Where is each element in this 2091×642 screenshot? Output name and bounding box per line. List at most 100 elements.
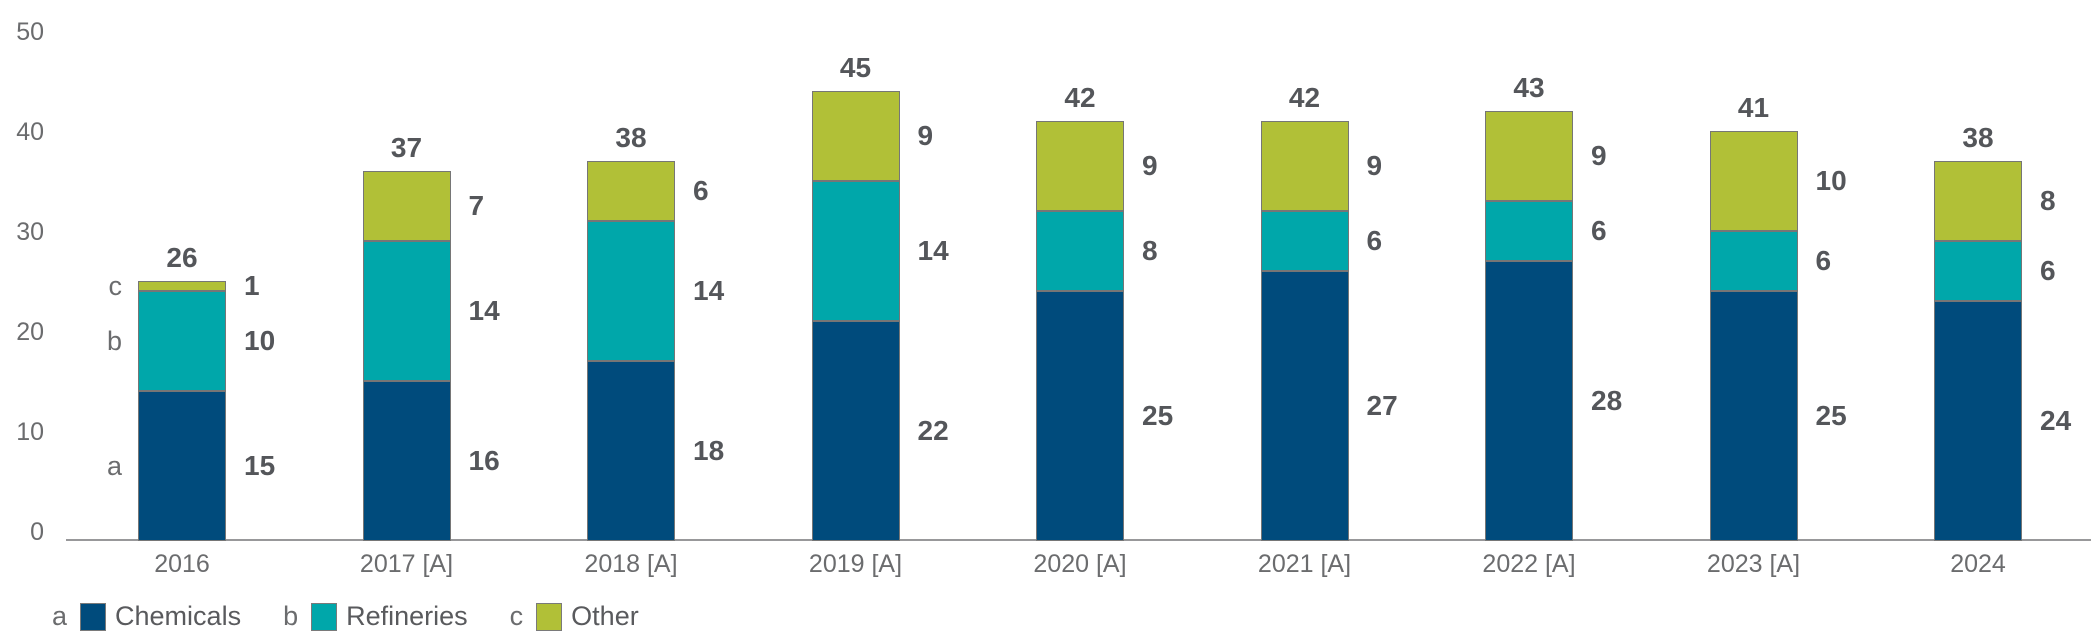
y-axis-tick-label: 20	[16, 318, 44, 346]
segment-value-label-chemicals: 16	[468, 445, 500, 476]
segment-value-label-chemicals: 18	[693, 435, 725, 466]
legend-swatch-refineries	[311, 602, 338, 631]
series-letter-c: c	[108, 271, 123, 301]
bar-2016	[138, 281, 226, 541]
segment-value-label-refineries: 6	[1591, 215, 1607, 246]
segment-value-label-chemicals: 28	[1591, 385, 1623, 416]
segment-value-label-other: 9	[1366, 150, 1383, 181]
bar-segment-other	[138, 281, 226, 291]
bar-segment-chemicals	[587, 361, 675, 541]
bar-segment-other	[1934, 161, 2022, 241]
bar-segment-chemicals	[1709, 291, 1798, 541]
bar-2022-A	[1485, 111, 1573, 541]
segment-value-label-refineries: 6	[1366, 225, 1383, 256]
legend-label: Other	[571, 601, 639, 631]
segment-value-label-refineries: 8	[1142, 235, 1158, 266]
legend-item-other: c Other	[510, 601, 639, 632]
bar-segment-refineries	[362, 241, 451, 381]
segment-value-label-refineries: 10	[244, 325, 276, 356]
bar-segment-refineries	[1036, 211, 1124, 291]
segment-value-label-other: 9	[917, 120, 934, 151]
bar-segment-chemicals	[138, 391, 226, 541]
x-axis-label: 2022 [A]	[1482, 550, 1576, 578]
x-axis-label: 2019 [A]	[808, 550, 903, 578]
legend-letter: c	[509, 601, 524, 631]
x-axis-label: 2018 [A]	[584, 550, 678, 578]
legend: a Chemicals b Refineries c Other	[52, 601, 681, 632]
segment-value-label-refineries: 14	[693, 275, 725, 306]
segment-value-label-other: 1	[244, 270, 260, 301]
legend-letter: b	[283, 601, 299, 631]
bar-total-label: 38	[1962, 122, 1994, 153]
segment-value-label-other: 9	[1591, 140, 1607, 171]
x-axis-label: 2024	[1950, 550, 2006, 578]
bar-segment-refineries	[1709, 231, 1798, 291]
x-axis-label: 2020 [A]	[1033, 550, 1127, 578]
segment-value-label-chemicals: 24	[2040, 405, 2072, 436]
bar-segment-chemicals	[1934, 301, 2022, 541]
bar-segment-other	[587, 161, 675, 221]
segment-value-label-other: 6	[693, 175, 709, 206]
series-letter-b: b	[106, 326, 122, 356]
y-axis-tick-label: 10	[16, 418, 44, 446]
segment-value-label-chemicals: 22	[917, 415, 949, 446]
legend-swatch-other	[536, 602, 563, 631]
bar-segment-refineries	[811, 181, 900, 321]
bar-segment-other	[1485, 111, 1573, 201]
x-axis-label: 2023 [A]	[1706, 550, 1801, 578]
bar-2021-A	[1260, 121, 1349, 541]
segment-value-label-refineries: 6	[2040, 255, 2056, 286]
bar-total-label: 43	[1513, 72, 1545, 103]
bar-total-label: 42	[1288, 82, 1321, 113]
bar-segment-refineries	[1934, 241, 2022, 301]
segment-value-label-other: 9	[1142, 150, 1158, 181]
bar-2018-A	[587, 161, 675, 541]
bar-total-label: 41	[1737, 92, 1770, 123]
legend-label: Chemicals	[115, 601, 242, 631]
bar-segment-chemicals	[362, 381, 451, 541]
legend-swatch-chemicals	[80, 602, 107, 631]
bar-segment-other	[1260, 121, 1349, 211]
bar-segment-refineries	[1485, 201, 1573, 261]
segment-value-label-chemicals: 15	[244, 450, 276, 481]
bar-2024	[1934, 161, 2022, 541]
bar-segment-refineries	[138, 291, 226, 391]
bar-segment-other	[362, 171, 451, 241]
bar-segment-refineries	[1260, 211, 1349, 271]
segment-value-label-refineries: 6	[1815, 245, 1832, 276]
x-axis-label: 2017 [A]	[359, 550, 454, 578]
segment-value-label-other: 8	[2040, 185, 2056, 216]
y-axis-tick-label: 50	[16, 18, 44, 46]
bar-segment-other	[1036, 121, 1124, 211]
segment-value-label-other: 10	[1815, 165, 1847, 196]
bar-segment-refineries	[587, 221, 675, 361]
segment-value-label-chemicals: 25	[1142, 400, 1174, 431]
segment-value-label-refineries: 14	[917, 235, 949, 266]
legend-letter: a	[52, 601, 68, 631]
segment-value-label-refineries: 14	[468, 295, 500, 326]
y-axis-tick-label: 40	[16, 118, 44, 146]
segment-value-label-other: 7	[468, 190, 485, 221]
bar-2023-A	[1709, 131, 1798, 541]
bar-total-label: 42	[1064, 82, 1096, 113]
segment-value-label-chemicals: 27	[1366, 390, 1398, 421]
x-axis-label: 2016	[154, 550, 210, 578]
y-axis-tick-label: 0	[30, 518, 44, 546]
bar-2017-A	[362, 171, 451, 541]
bar-total-label: 26	[166, 242, 198, 273]
bar-segment-chemicals	[1260, 271, 1349, 541]
legend-item-chemicals: a Chemicals	[52, 601, 241, 632]
legend-label: Refineries	[346, 601, 468, 631]
series-letter-a: a	[106, 451, 122, 481]
bar-segment-chemicals	[1036, 291, 1124, 541]
bar-total-label: 38	[615, 122, 647, 153]
bar-2019-A	[811, 91, 900, 541]
bar-2020-A	[1036, 121, 1124, 541]
y-axis-tick-label: 30	[16, 218, 44, 246]
bar-segment-other	[811, 91, 900, 181]
bar-total-label: 45	[839, 52, 872, 83]
bar-total-label: 37	[390, 132, 423, 163]
bar-segment-chemicals	[1485, 261, 1573, 541]
segment-value-label-chemicals: 25	[1815, 400, 1847, 431]
